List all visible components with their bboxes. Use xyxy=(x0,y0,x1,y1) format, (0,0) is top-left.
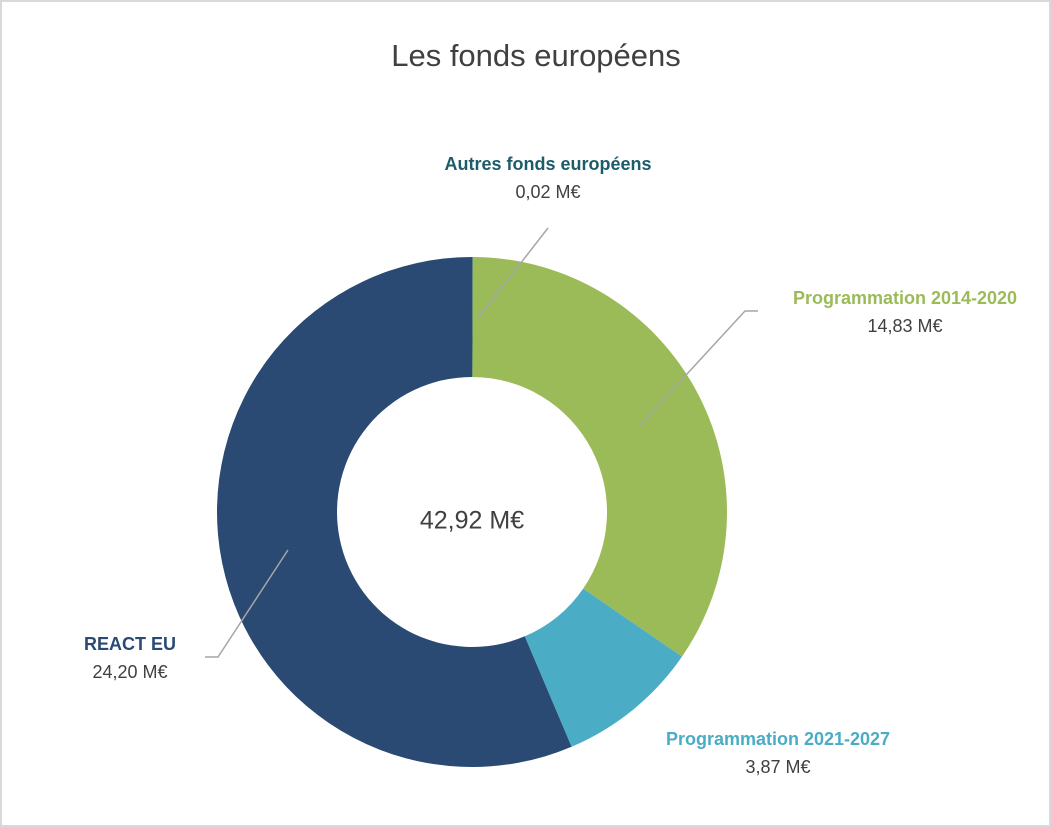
slice-label: Programmation 2021-2027 xyxy=(666,729,890,749)
slice xyxy=(217,257,572,767)
slice xyxy=(524,588,683,747)
value-label: 3,87 M€ xyxy=(745,757,810,777)
chart-title: Les fonds européens xyxy=(391,38,681,73)
center-label: 42,92 M€ xyxy=(420,507,524,535)
slice-label: Autres fonds européens xyxy=(444,154,651,174)
slice-label: REACT EU xyxy=(84,634,176,654)
leader-line xyxy=(639,310,758,426)
leader-line xyxy=(477,227,549,319)
value-label: 24,20 M€ xyxy=(92,662,167,682)
value-label: 14,83 M€ xyxy=(867,316,942,336)
slice xyxy=(472,257,728,657)
slice-label: Programmation 2014-2020 xyxy=(793,288,1017,308)
leader-line xyxy=(205,549,289,658)
slice xyxy=(472,257,473,378)
value-label: 0,02 M€ xyxy=(515,182,580,202)
